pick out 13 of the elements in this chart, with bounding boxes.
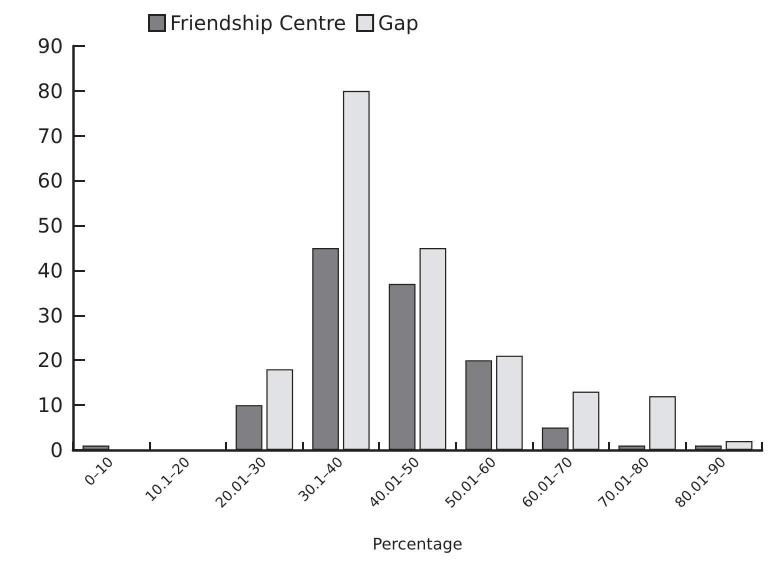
x-axis-title: Percentage <box>372 534 463 554</box>
y-tick-label: 40 <box>38 258 63 282</box>
y-tick-label: 80 <box>38 78 63 103</box>
y-tick-label: 20 <box>38 348 63 372</box>
legend-label: Gap <box>378 11 419 35</box>
y-tick-label: 0 <box>50 438 63 462</box>
y-tick-label: 90 <box>38 34 63 58</box>
y-tick-label: 50 <box>38 214 63 238</box>
legend-label: Friendship Centre <box>170 11 346 35</box>
y-tick-label: 60 <box>38 168 63 193</box>
y-tick-label: 10 <box>38 393 63 418</box>
y-tick-label: 70 <box>38 124 63 148</box>
y-tick-label: 30 <box>38 303 63 328</box>
